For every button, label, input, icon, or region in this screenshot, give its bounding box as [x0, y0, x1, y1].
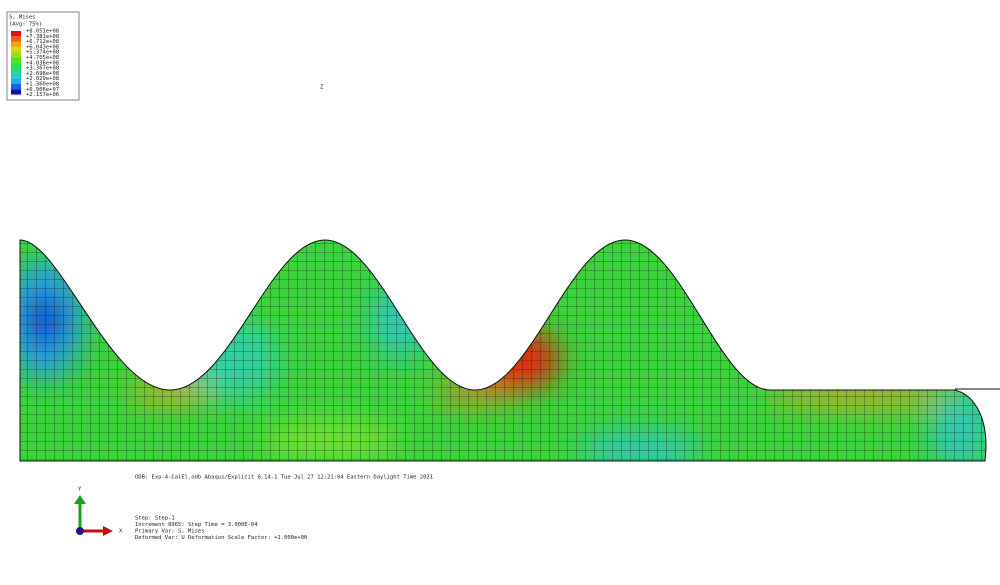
legend-value: +6.906e+07 — [26, 87, 59, 93]
legend: +8.051e+08+7.381e+08+6.712e+08+6.043e+08… — [11, 29, 59, 98]
legend-title: S, Mises — [9, 15, 36, 21]
legend-value: +3.367e+08 — [26, 66, 59, 72]
legend-value: +2.698e+08 — [26, 71, 59, 77]
odb-info: ODB: Exp-4-CalEl.odb Abaqus/Explicit 6.1… — [135, 475, 433, 481]
legend-swatch — [11, 41, 21, 47]
legend-swatch — [11, 57, 21, 63]
legend-subtitle: (Avg: 75%) — [9, 22, 42, 28]
contour-part — [20, 240, 986, 461]
legend-swatch — [11, 31, 21, 37]
legend-swatch — [11, 89, 21, 95]
legend-swatch — [11, 52, 21, 58]
axis-triad: Y X — [74, 487, 123, 536]
triad-x: X — [119, 529, 123, 535]
legend-value: +8.051e+08 — [26, 29, 59, 35]
triad-z: Z — [320, 85, 324, 91]
legend-swatch — [11, 78, 21, 84]
legend-swatch — [11, 62, 21, 69]
legend-value: +2.157e+06 — [26, 92, 59, 98]
legend-value: +2.029e+08 — [26, 76, 59, 82]
legend-box — [6, 11, 80, 101]
legend-swatch — [11, 73, 21, 79]
legend-value: +4.705e+08 — [26, 55, 59, 61]
legend-swatch — [11, 46, 21, 53]
step-info-line: Increment 8965: Step Time = 3.000E-04 — [135, 522, 258, 528]
legend-value: +7.381e+08 — [26, 34, 59, 40]
legend-swatch — [11, 84, 21, 90]
legend-value: +6.712e+08 — [26, 39, 59, 45]
part-outline — [19, 239, 987, 462]
step-info-line: Primary Var: S, Mises — [135, 529, 205, 535]
legend-value: +4.036e+08 — [26, 60, 59, 66]
legend-value: +5.374e+08 — [26, 50, 59, 56]
triad-y: Y — [78, 487, 82, 493]
legend-value: +6.043e+08 — [26, 44, 59, 50]
legend-value: +1.360e+08 — [26, 82, 59, 88]
legend-swatch — [11, 68, 21, 74]
step-info-line: Step: Step-1 — [135, 516, 175, 522]
step-info-line: Deformed Var: U Deformation Scale Factor… — [135, 535, 307, 541]
legend-swatch — [11, 36, 21, 42]
